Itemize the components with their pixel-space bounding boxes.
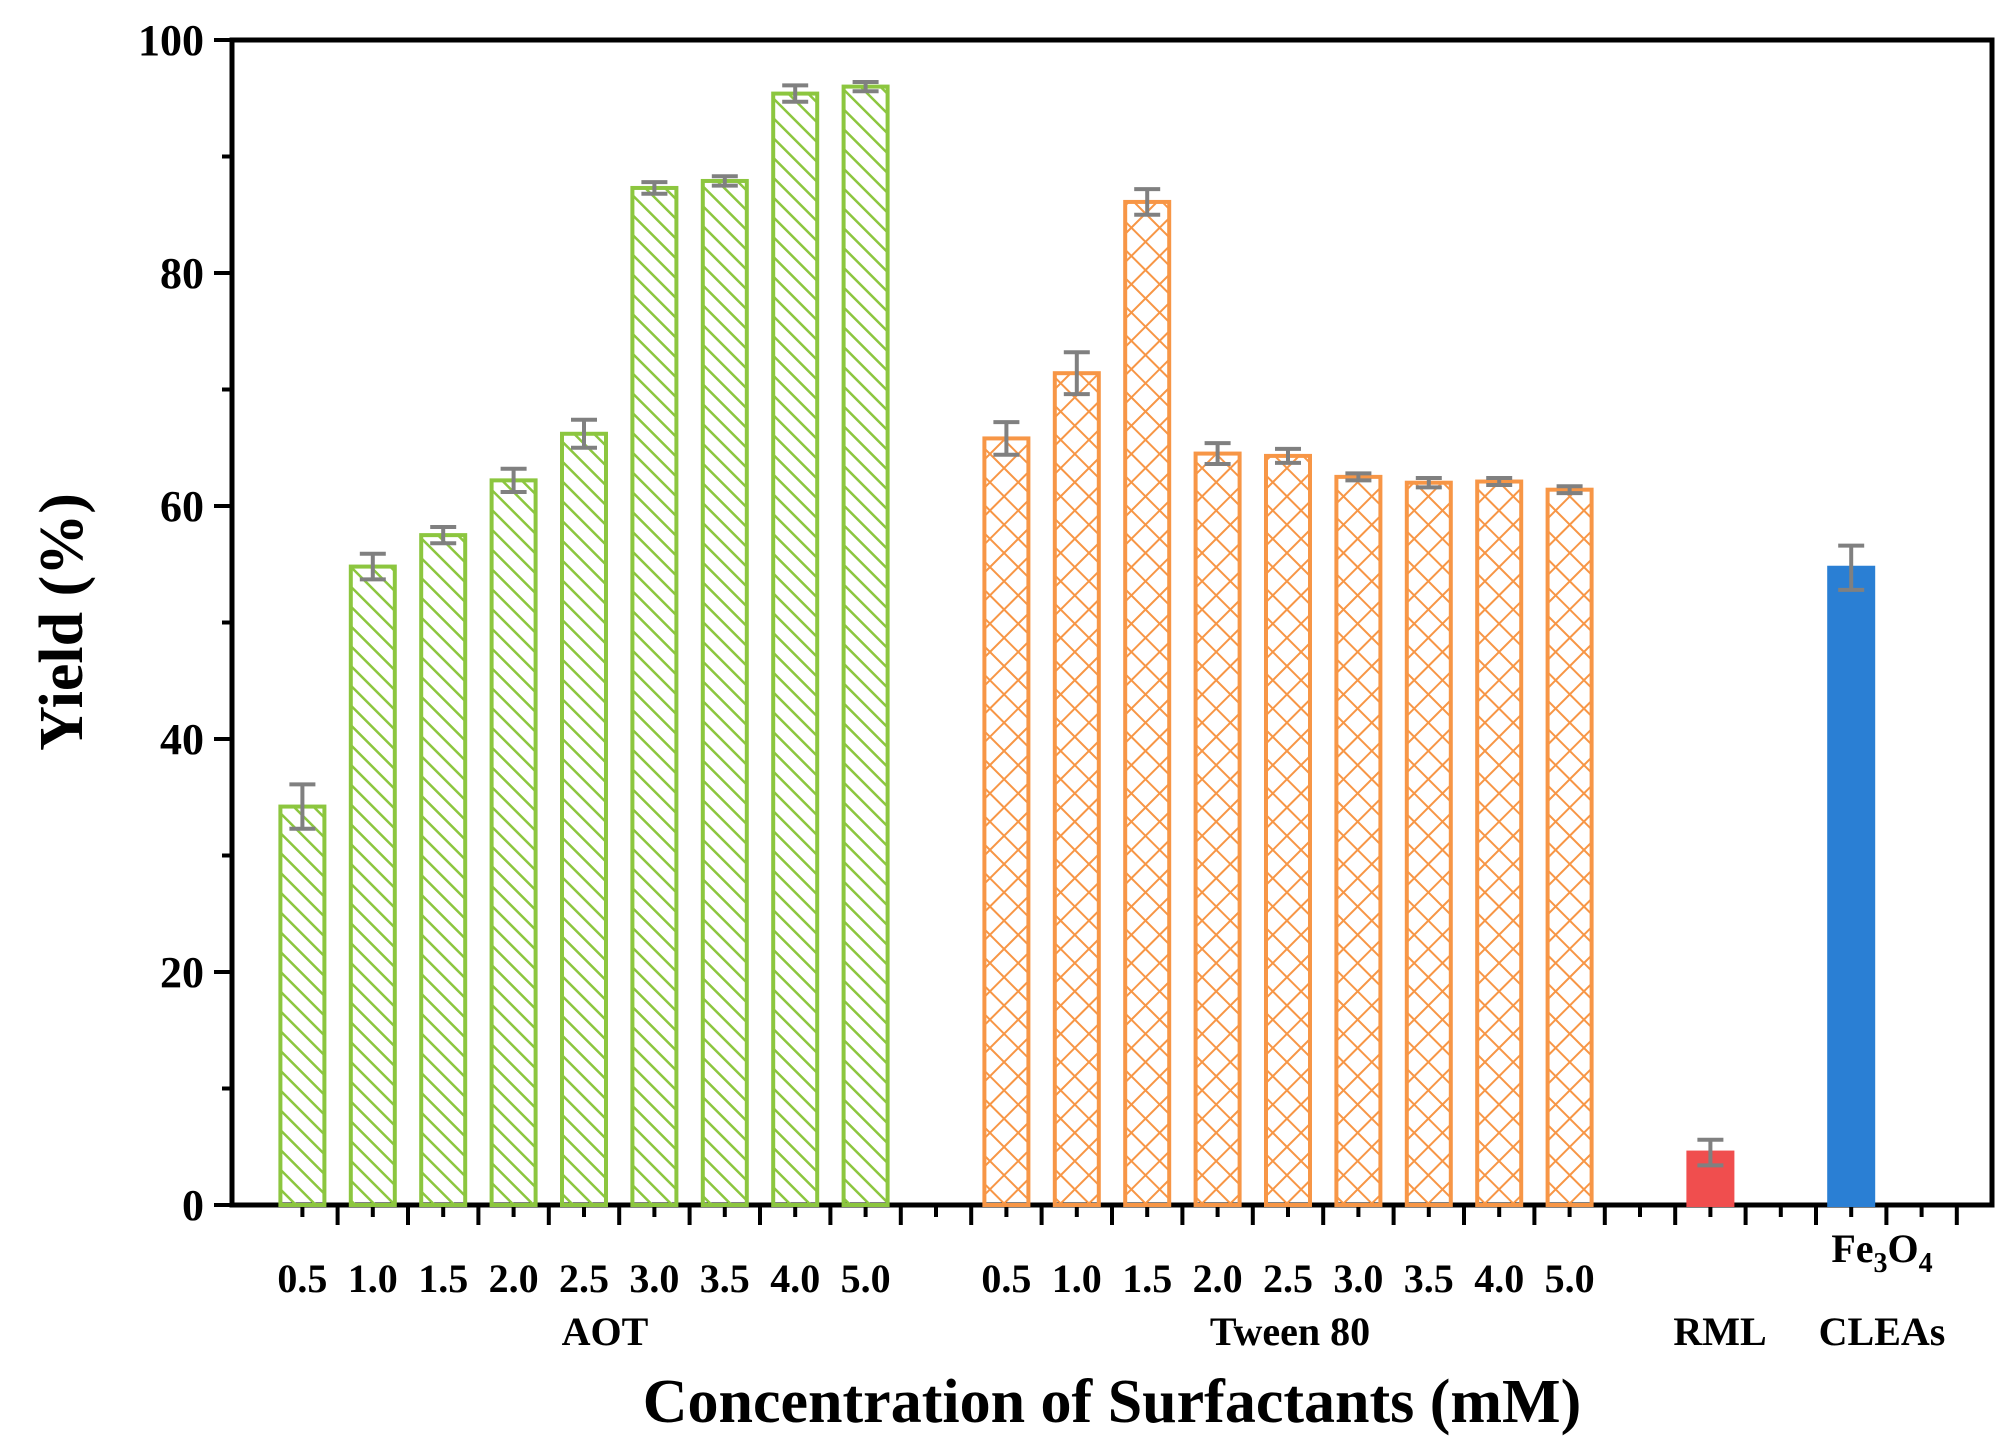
x-tick-label: 5.0 bbox=[1545, 1256, 1595, 1301]
group-label-cleas: CLEAs bbox=[1819, 1309, 1946, 1354]
bar-3-0 bbox=[1827, 565, 1876, 1207]
x-tick-label: 1.0 bbox=[348, 1256, 398, 1301]
x-tick-label: 1.5 bbox=[1122, 1256, 1172, 1301]
bar-1-7 bbox=[1475, 479, 1524, 1208]
x-tick-label: 1.5 bbox=[418, 1256, 468, 1301]
bar-0-0 bbox=[278, 804, 327, 1207]
bar-1-6 bbox=[1404, 480, 1453, 1207]
x-tick-label: 3.5 bbox=[700, 1256, 750, 1301]
x-axis-title: Concentration of Surfactants (mM) bbox=[643, 1368, 1581, 1436]
y-axis: 0 20 40 60 80 100 bbox=[138, 16, 232, 1230]
x-tick-label: 3.0 bbox=[1333, 1256, 1383, 1301]
bar-0-5 bbox=[630, 185, 679, 1207]
bar-1-8 bbox=[1545, 487, 1594, 1207]
bar-1-0 bbox=[982, 436, 1031, 1207]
y-tick-label: 20 bbox=[160, 948, 204, 997]
group-label-rml: RML bbox=[1673, 1309, 1766, 1354]
bar-0-2 bbox=[419, 533, 468, 1207]
bar-0-6 bbox=[700, 178, 749, 1208]
y-axis-title: Yield (%) bbox=[28, 493, 96, 751]
x-tick-label: 1.0 bbox=[1052, 1256, 1102, 1301]
bar-1-4 bbox=[1264, 453, 1312, 1207]
bars bbox=[278, 79, 1876, 1208]
x-axis bbox=[300, 1205, 1959, 1225]
y-tick-label: 40 bbox=[160, 715, 204, 764]
x-tick-label: 0.5 bbox=[277, 1256, 327, 1301]
group-label-aot: AOT bbox=[562, 1309, 649, 1354]
x-tick-label: 4.0 bbox=[1474, 1256, 1524, 1301]
x-tick-label: 3.5 bbox=[1404, 1256, 1454, 1301]
bar-0-7 bbox=[771, 91, 820, 1208]
y-tick-label: 80 bbox=[160, 249, 204, 298]
bar-1-5 bbox=[1334, 474, 1383, 1207]
y-tick-label: 100 bbox=[138, 16, 204, 65]
x-tick-label: 3.0 bbox=[629, 1256, 679, 1301]
bar-1-1 bbox=[1052, 371, 1101, 1207]
bar-1-3 bbox=[1193, 451, 1242, 1207]
group-label-tween80: Tween 80 bbox=[1210, 1309, 1370, 1354]
x-tick-label: 2.0 bbox=[1193, 1256, 1243, 1301]
x-tick-label: 2.5 bbox=[559, 1256, 609, 1301]
y-tick-label: 0 bbox=[182, 1181, 204, 1230]
bar-1-2 bbox=[1123, 199, 1172, 1207]
bar-0-8 bbox=[841, 84, 890, 1208]
bar-0-4 bbox=[560, 431, 608, 1207]
x-tick-label: 0.5 bbox=[981, 1256, 1031, 1301]
x-tick-label: 5.0 bbox=[841, 1256, 891, 1301]
x-tick-labels: 0.5 1.0 1.5 2.0 2.5 3.0 3.5 4.0 5.0 0.5 1.0 1.5 2.0 2… bbox=[277, 1256, 1594, 1301]
bar-0-1 bbox=[348, 564, 397, 1207]
y-tick-label: 60 bbox=[160, 482, 204, 531]
x-tick-label: 4.0 bbox=[770, 1256, 820, 1301]
x-tick-label: 2.5 bbox=[1263, 1256, 1313, 1301]
bar-2-0 bbox=[1686, 1150, 1735, 1207]
group-label-fe3o4: Fe3O4 bbox=[1831, 1226, 1932, 1279]
x-tick-label: 2.0 bbox=[489, 1256, 539, 1301]
bar-0-3 bbox=[489, 478, 538, 1207]
